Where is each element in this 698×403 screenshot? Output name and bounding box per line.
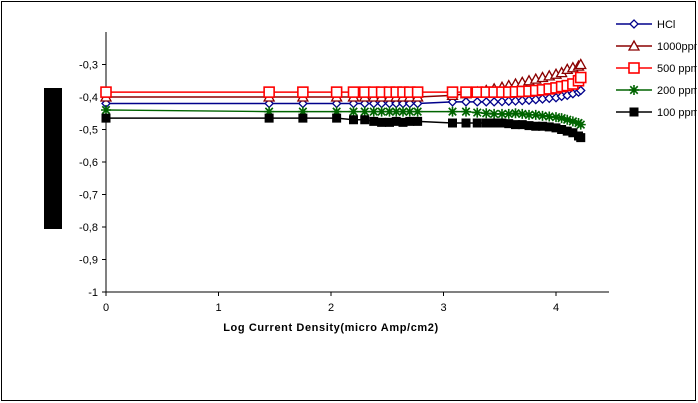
data-point-series-4 (264, 106, 275, 117)
data-point-series-4 (447, 106, 458, 117)
data-point-series-4 (517, 108, 528, 119)
y-tick-label: -0,5 (79, 125, 98, 137)
legend-label-5: 100 ppm (657, 107, 697, 119)
x-axis-title: Log Current Density(micro Amp/cm2) (223, 322, 439, 334)
data-point-series-3 (100, 86, 112, 98)
data-point-series-5 (298, 113, 308, 123)
data-point-series-4 (101, 105, 111, 115)
data-point-series-2 (574, 58, 587, 70)
x-tick-label: 1 (215, 302, 221, 314)
data-point-series-4 (398, 106, 408, 117)
data-point-series-5 (448, 118, 457, 128)
y-tick-label: -0,6 (79, 157, 98, 169)
x-tick-label: 3 (440, 302, 446, 314)
legend-label-1: HCl (657, 19, 675, 31)
data-point-series-4 (404, 106, 415, 117)
data-point-series-4 (359, 106, 370, 117)
x-tick-label: 4 (553, 302, 559, 314)
legend-marker-4 (629, 85, 639, 95)
data-point-series-3 (460, 86, 472, 98)
legend-marker-5 (629, 107, 639, 117)
data-point-series-1 (517, 95, 528, 106)
data-point-series-4 (331, 106, 342, 117)
data-point-series-4 (461, 106, 471, 117)
data-point-series-3 (330, 86, 343, 98)
y-axis-black-bar (44, 88, 62, 229)
data-point-series-4 (497, 108, 507, 119)
data-point-series-4 (489, 108, 500, 119)
data-point-series-3 (446, 86, 459, 98)
data-point-series-5 (349, 115, 358, 125)
data-point-series-4 (297, 106, 308, 117)
data-point-series-4 (368, 106, 379, 117)
data-point-series-4 (556, 113, 567, 124)
data-point-series-4 (551, 112, 561, 123)
data-point-series-4 (524, 109, 534, 120)
data-point-series-4 (412, 106, 423, 117)
data-point-series-4 (530, 109, 541, 120)
data-point-series-4 (510, 108, 521, 119)
legend-marker-2 (627, 39, 641, 51)
x-tick-label: 0 (103, 302, 109, 314)
y-tick-label: -0,4 (79, 92, 98, 104)
data-point-series-5 (101, 113, 111, 123)
data-point-series-1 (472, 96, 483, 107)
data-point-series-1 (510, 95, 521, 106)
data-point-series-4 (562, 114, 573, 125)
data-point-series-5 (332, 113, 342, 123)
data-point-series-1 (481, 96, 492, 107)
legend-marker-1 (629, 19, 639, 29)
data-point-series-4 (567, 116, 578, 127)
data-point-series-4 (391, 106, 402, 117)
data-point-series-3 (347, 86, 360, 98)
data-point-series-5 (481, 118, 491, 128)
y-tick-label: -0,3 (79, 60, 98, 72)
data-point-series-4 (575, 119, 586, 130)
data-point-series-1 (489, 96, 500, 107)
data-point-series-3 (263, 86, 275, 98)
data-point-series-4 (481, 108, 492, 119)
data-point-series-3 (574, 71, 587, 84)
data-point-series-5 (576, 133, 586, 143)
data-point-series-4 (503, 108, 514, 119)
data-point-series-1 (497, 96, 507, 107)
data-point-series-4 (537, 110, 548, 121)
legend-label-2: 1000ppm (657, 41, 697, 53)
data-point-series-5 (461, 118, 471, 128)
data-point-series-1 (503, 96, 514, 107)
data-point-series-5 (405, 116, 415, 126)
data-point-series-3 (411, 86, 424, 98)
y-tick-label: -0,8 (79, 222, 98, 234)
legend-marker-3 (628, 62, 640, 74)
data-point-series-5 (489, 118, 499, 128)
y-tick-label: -0,7 (79, 190, 98, 202)
data-point-series-5 (472, 118, 482, 128)
y-tick-label: -1 (88, 287, 98, 299)
data-point-series-4 (544, 111, 555, 122)
legend-label-4: 200 ppm (657, 85, 697, 97)
data-point-series-4 (472, 107, 483, 118)
data-point-series-3 (297, 86, 309, 98)
data-point-series-1 (461, 96, 471, 107)
y-tick-label: -0,9 (79, 255, 98, 267)
data-point-series-4 (376, 106, 387, 117)
x-tick-label: 2 (328, 302, 334, 314)
data-point-series-5 (369, 116, 379, 126)
legend-label-3: 500 ppm (657, 63, 697, 75)
data-point-series-4 (384, 106, 395, 117)
data-point-series-5 (413, 116, 423, 126)
data-point-series-5 (360, 115, 370, 125)
data-point-series-4 (348, 106, 359, 117)
data-point-series-5 (377, 117, 387, 127)
data-point-series-5 (264, 113, 274, 123)
